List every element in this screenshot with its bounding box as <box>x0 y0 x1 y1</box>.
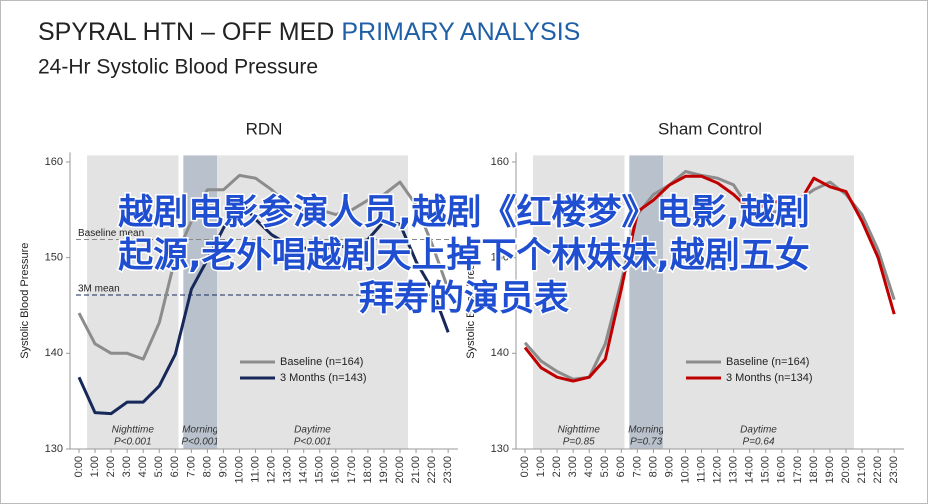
x-tick-label: 4:00 <box>137 456 149 477</box>
y-tick-label: 130 <box>45 443 63 455</box>
x-tick-label: 13:00 <box>282 456 294 484</box>
region-label: Nighttime <box>558 425 601 436</box>
chart-title: RDN <box>246 119 283 138</box>
x-tick-label: 18:00 <box>808 456 820 484</box>
x-tick-label: 9:00 <box>217 456 229 477</box>
x-tick-label: 0:00 <box>73 456 85 477</box>
x-tick-label: 1:00 <box>89 456 101 477</box>
region-p-value: P=0.64 <box>743 437 775 448</box>
x-tick-label: 18:00 <box>362 456 374 484</box>
x-tick-label: 16:00 <box>776 456 788 484</box>
title-accent: PRIMARY ANALYSIS <box>341 18 580 46</box>
x-tick-label: 23:00 <box>888 456 900 484</box>
x-tick-label: 20:00 <box>394 456 406 484</box>
x-tick-label: 23:00 <box>442 456 454 484</box>
x-tick-label: 8:00 <box>201 456 213 477</box>
x-tick-label: 22:00 <box>872 456 884 484</box>
x-tick-label: 17:00 <box>346 456 358 484</box>
overlay-text: 起源,老外唱越剧天上掉下个林妹妹,越剧五女 <box>118 235 810 276</box>
x-tick-label: 15:00 <box>760 456 772 484</box>
y-axis-label: Systolic Blood Pressure <box>19 243 31 359</box>
legend-label: 3 Months (n=143) <box>280 372 367 384</box>
x-tick-label: 10:00 <box>233 456 245 484</box>
x-tick-label: 8:00 <box>647 456 659 477</box>
title-main: SPYRAL HTN – OFF MED <box>38 18 334 46</box>
x-tick-label: 22:00 <box>426 456 438 484</box>
x-tick-label: 17:00 <box>792 456 804 484</box>
region-label: Nighttime <box>112 425 155 436</box>
reference-label: 3M mean <box>78 284 120 295</box>
x-tick-label: 13:00 <box>728 456 740 484</box>
x-tick-label: 21:00 <box>856 456 868 484</box>
region-label: Daytime <box>294 425 331 436</box>
legend-label: 3 Months (n=134) <box>726 372 813 384</box>
x-tick-label: 19:00 <box>378 456 390 484</box>
x-tick-label: 2:00 <box>551 456 563 477</box>
chart-title: Sham Control <box>658 119 762 138</box>
x-tick-label: 5:00 <box>599 456 611 477</box>
x-tick-label: 12:00 <box>712 456 724 484</box>
y-axis-label: Systolic Blood Pressure <box>465 243 477 359</box>
x-tick-label: 12:00 <box>266 456 278 484</box>
region-p-value: P<0.001 <box>114 437 152 448</box>
x-tick-label: 0:00 <box>519 456 531 477</box>
y-tick-label: 160 <box>491 156 509 168</box>
x-tick-label: 6:00 <box>169 456 181 477</box>
y-tick-label: 140 <box>491 347 509 359</box>
series-line <box>77 198 450 416</box>
region-label: Morning <box>182 425 219 436</box>
time-region <box>217 155 409 449</box>
series-line <box>77 173 450 361</box>
x-tick-label: 14:00 <box>744 456 756 484</box>
x-tick-label: 4:00 <box>583 456 595 477</box>
region-label: Morning <box>628 425 665 436</box>
x-tick-label: 7:00 <box>631 456 643 477</box>
x-tick-label: 5:00 <box>153 456 165 477</box>
x-tick-label: 3:00 <box>121 456 133 477</box>
x-tick-label: 11:00 <box>249 456 261 483</box>
time-region <box>663 155 855 449</box>
x-tick-label: 2:00 <box>105 456 117 477</box>
x-tick-label: 21:00 <box>410 456 422 484</box>
overlay-text: 越剧电影参演人员,越剧《红楼梦》电影,越剧 <box>118 193 810 233</box>
overlay-text: 拜寿的演员表 <box>359 279 569 319</box>
x-tick-label: 20:00 <box>840 456 852 484</box>
time-region <box>533 155 625 449</box>
slide-subtitle: 24-Hr Systolic Blood Pressure <box>38 56 318 79</box>
region-p-value: P=0.73 <box>630 437 662 448</box>
x-tick-label: 15:00 <box>314 456 326 484</box>
x-tick-label: 6:00 <box>615 456 627 477</box>
series-line <box>523 174 896 383</box>
reference-label: Baseline mean <box>78 228 144 239</box>
y-tick-label: 160 <box>45 156 63 168</box>
x-tick-label: 1:00 <box>535 456 547 477</box>
legend-label: Baseline (n=164) <box>280 356 363 368</box>
slide-title: SPYRAL HTN – OFF MED PRIMARY ANALYSIS <box>38 18 580 46</box>
x-tick-label: 14:00 <box>298 456 310 484</box>
x-tick-label: 16:00 <box>330 456 342 484</box>
region-p-value: P<0.001 <box>294 437 332 448</box>
x-tick-label: 19:00 <box>824 456 836 484</box>
chart: Sham Control Systolic Blood Pressure Night… <box>465 119 904 484</box>
x-tick-label: 9:00 <box>663 456 675 477</box>
y-tick-label: 150 <box>45 252 63 264</box>
region-p-value: P=0.85 <box>563 437 595 448</box>
x-tick-label: 7:00 <box>185 456 197 477</box>
legend-label: Baseline (n=164) <box>726 356 809 368</box>
region-label: Daytime <box>740 425 777 436</box>
x-tick-label: 10:00 <box>679 456 691 484</box>
region-p-value: P<0.001 <box>181 437 219 448</box>
y-tick-label: 130 <box>491 443 509 455</box>
x-tick-label: 3:00 <box>567 456 579 477</box>
y-tick-label: 150 <box>491 252 509 264</box>
x-tick-label: 11:00 <box>695 456 707 483</box>
y-tick-label: 140 <box>45 347 63 359</box>
overlay: 越剧电影参演人员,越剧《红楼梦》电影,越剧起源,老外唱越剧天上掉下个林妹妹,越剧… <box>117 192 812 321</box>
